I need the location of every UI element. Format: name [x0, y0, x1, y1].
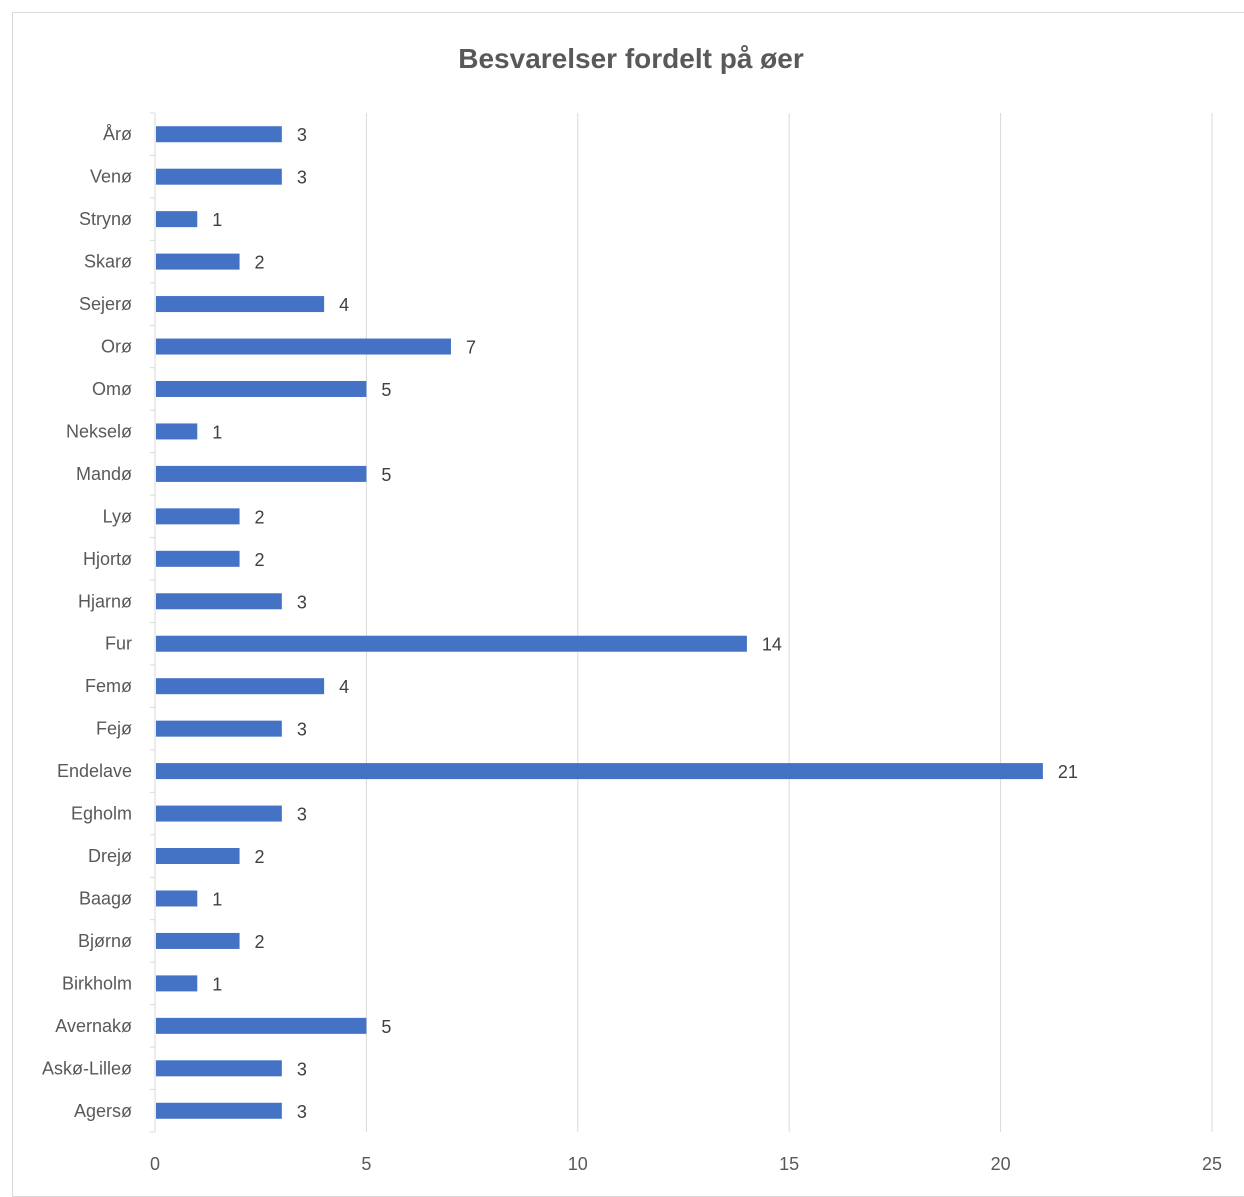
- category-label: Bjørnø: [78, 931, 132, 951]
- bar-data-label: 3: [297, 592, 307, 612]
- bar: [156, 211, 198, 228]
- bar-data-label: 3: [297, 720, 307, 740]
- category-label: Årø: [103, 124, 132, 144]
- bar-data-label: 21: [1058, 762, 1078, 782]
- x-tick-label: 0: [150, 1154, 160, 1174]
- bar: [156, 848, 240, 865]
- category-label: Venø: [90, 167, 132, 187]
- category-labels: Agersø Askø-Lilleø Avernakø Birkholm Bjørnø B…: [42, 124, 132, 1121]
- category-label: Agersø: [74, 1101, 132, 1121]
- bar: [156, 593, 282, 610]
- bar: [156, 253, 240, 270]
- bar: [156, 890, 198, 907]
- bar: [156, 1102, 282, 1119]
- bar: [156, 508, 240, 525]
- bar-data-label: 14: [762, 635, 782, 655]
- bar-data-label: 2: [255, 550, 265, 570]
- category-label: Avernakø: [55, 1016, 132, 1036]
- bar-data-label: 1: [212, 974, 222, 994]
- category-label: Drejø: [88, 846, 132, 866]
- bar-data-label: 2: [255, 507, 265, 527]
- x-tick-label: 10: [568, 1154, 588, 1174]
- bar: [156, 932, 240, 949]
- bar-data-label: 4: [339, 295, 349, 315]
- bar: [156, 338, 451, 355]
- category-label: Nekselø: [66, 421, 132, 441]
- bar-data-label: 2: [255, 932, 265, 952]
- bar: [156, 550, 240, 567]
- x-tick-label: 25: [1202, 1154, 1222, 1174]
- x-tick-label: 20: [991, 1154, 1011, 1174]
- bar: [156, 296, 325, 313]
- category-label: Mandø: [76, 464, 132, 484]
- bar: [156, 465, 367, 482]
- category-label: Orø: [101, 337, 132, 357]
- bar: [156, 168, 282, 185]
- bar-data-label: 3: [297, 125, 307, 145]
- bar-data-label: 7: [466, 338, 476, 358]
- category-label: Skarø: [84, 252, 132, 272]
- bar: [156, 975, 198, 992]
- bar-data-label: 3: [297, 1059, 307, 1079]
- category-label: Femø: [85, 676, 132, 696]
- bar: [156, 720, 282, 737]
- bar-data-label: 2: [255, 253, 265, 273]
- category-label: Fur: [105, 634, 132, 654]
- bars: [156, 126, 1043, 1119]
- category-label: Lyø: [103, 506, 132, 526]
- bar-data-label: 5: [381, 1017, 391, 1037]
- category-label: Baagø: [79, 888, 132, 908]
- bar-data-label: 3: [297, 168, 307, 188]
- category-label: Egholm: [71, 804, 132, 824]
- x-axis-ticks: 0 5 10 15 20 25: [150, 1154, 1222, 1174]
- bar: [156, 678, 325, 695]
- bar: [156, 1017, 367, 1034]
- bar-data-label: 1: [212, 422, 222, 442]
- bar-data-label: 5: [381, 380, 391, 400]
- category-label: Hjortø: [83, 549, 132, 569]
- category-label: Askø-Lilleø: [42, 1058, 132, 1078]
- bar-data-label: 3: [297, 1102, 307, 1122]
- bar: [156, 635, 747, 652]
- bar-data-label: 2: [255, 847, 265, 867]
- category-label: Endelave: [57, 761, 132, 781]
- bar: [156, 805, 282, 822]
- bar-data-label: 4: [339, 677, 349, 697]
- bar: [156, 126, 282, 143]
- category-label: Fejø: [96, 719, 132, 739]
- bar-data-label: 5: [381, 465, 391, 485]
- category-label: Sejerø: [79, 294, 132, 314]
- x-tick-label: 15: [779, 1154, 799, 1174]
- bar-data-label: 1: [212, 889, 222, 909]
- category-label: Strynø: [79, 209, 132, 229]
- bar-data-label: 3: [297, 805, 307, 825]
- category-axis: [150, 112, 156, 1133]
- bar: [156, 423, 198, 440]
- bar-data-label: 1: [212, 210, 222, 230]
- category-label: Birkholm: [62, 973, 132, 993]
- category-label: Omø: [92, 379, 132, 399]
- bar: [156, 763, 1043, 780]
- gridlines: [365, 113, 1213, 1132]
- category-label: Hjarnø: [78, 591, 132, 611]
- chart-title: Besvarelser fordelt på øer: [458, 43, 804, 74]
- bar: [156, 1060, 282, 1077]
- bar: [156, 380, 367, 397]
- x-tick-label: 5: [361, 1154, 371, 1174]
